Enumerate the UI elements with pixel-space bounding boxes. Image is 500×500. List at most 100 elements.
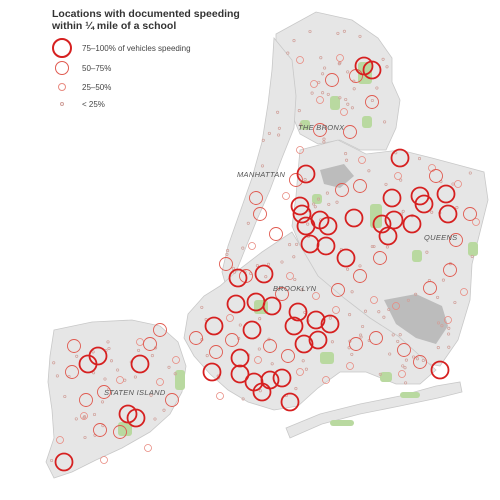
marker-25-50 [346,362,354,370]
marker-25-50 [172,356,180,364]
park-area [380,372,392,382]
marker-under-25 [384,182,388,186]
marker-75-100 [294,334,314,354]
marker-under-25 [346,70,350,74]
marker-75-100 [438,204,458,224]
marker-under-25 [264,275,268,279]
legend-label-25-50: 25–50% [82,82,112,92]
marker-under-25 [301,359,305,363]
marker-under-25 [385,65,389,69]
marker-under-25 [308,29,312,34]
marker-under-25 [417,157,422,161]
marker-under-25 [436,321,441,325]
marker-75-100 [300,234,320,254]
marker-75-100 [320,314,340,334]
marker-under-25 [327,202,331,206]
marker-75-100 [290,196,310,216]
marker-75-100 [336,248,356,268]
marker-under-25 [173,372,177,376]
marker-under-25 [344,97,348,102]
marker-under-25 [396,339,400,343]
marker-under-25 [415,357,420,361]
label-staten-island: STATEN ISLAND [104,388,166,397]
marker-50-75 [165,393,179,407]
marker-under-25 [75,354,79,358]
marker-under-25 [286,51,290,55]
marker-under-25 [344,152,348,156]
marker-under-25 [292,39,296,43]
marker-under-25 [116,368,120,372]
marker-under-25 [421,358,425,363]
marker-50-75 [449,233,463,247]
marker-under-25 [292,255,296,259]
marker-under-25 [401,364,405,368]
marker-75-100 [260,370,280,390]
marker-50-75 [353,179,367,193]
marker-50-75 [349,337,363,351]
marker-75-100 [292,204,312,224]
marker-under-25 [398,333,402,337]
marker-75-100 [436,184,456,204]
marker-75-100 [126,408,146,428]
marker-under-25 [52,361,56,365]
marker-under-25 [297,109,301,113]
marker-under-25 [167,365,171,369]
marker-75-100 [230,364,250,384]
marker-under-25 [361,324,365,329]
legend-item-75-100: 75–100% of vehicles speeding [52,38,191,58]
marker-75-100 [372,214,392,234]
marker-under-25 [391,333,395,337]
marker-under-25 [107,346,111,351]
marker-under-25 [270,362,274,366]
marker-under-25 [149,393,153,397]
marker-under-25 [370,98,374,103]
marker-under-25 [55,374,59,378]
marker-under-25 [103,377,107,381]
marker-under-25 [441,278,445,282]
marker-25-50 [460,288,468,296]
marker-under-25 [363,309,368,313]
marker-under-25 [352,87,356,91]
marker-under-25 [414,292,418,296]
marker-under-25 [404,358,408,362]
dot-icon [52,94,80,114]
marker-75-100 [344,208,364,228]
marker-under-25 [293,277,297,282]
marker-25-50 [340,108,348,116]
marker-25-50 [116,376,124,384]
marker-50-75 [463,207,477,221]
marker-under-25 [298,123,303,127]
legend-label-75-100: 75–100% of vehicles speeding [82,43,191,53]
marker-75-100 [306,310,326,330]
marker-under-25 [436,295,440,299]
marker-75-100 [254,264,274,284]
legend-title-line2: within ¼ mile of a school [52,20,177,32]
marker-50-75 [325,73,339,87]
marker-75-100 [272,368,292,388]
marker-50-75 [97,385,111,399]
marker-under-25 [226,249,230,253]
marker-25-50 [316,96,324,104]
marker-under-25 [280,260,284,264]
marker-25-50 [156,378,164,386]
marker-75-100 [430,360,450,380]
marker-under-25 [321,91,325,95]
park-area [362,116,372,128]
marker-under-25 [205,354,209,358]
marker-under-25 [266,262,271,266]
park-area [400,392,420,398]
marker-25-50 [310,80,318,88]
marker-25-50 [370,296,378,304]
marker-under-25 [92,371,96,375]
marker-under-25 [83,435,87,440]
marker-75-100 [226,294,246,314]
marker-under-25 [350,290,354,294]
marker-75-100 [354,56,374,76]
marker-under-25 [200,305,204,309]
marker-under-25 [246,221,250,225]
marker-under-25 [447,326,451,330]
marker-under-25 [312,202,316,206]
marker-under-25 [383,120,387,124]
marker-under-25 [260,164,265,168]
